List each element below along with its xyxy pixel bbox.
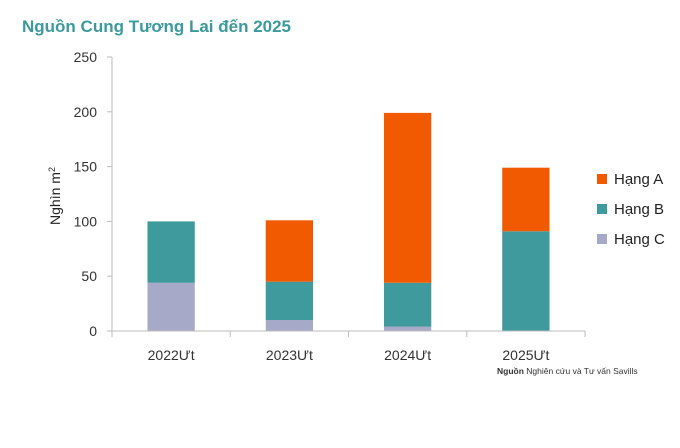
- source-label: Nguồn: [497, 366, 524, 376]
- x-tick-label: 2024Ưt: [384, 347, 431, 363]
- legend: Hạng A Hạng B Hạng C: [597, 171, 665, 248]
- y-tick-label: 100: [74, 213, 98, 229]
- source-text: Nghiên cứu và Tư vấn Savills: [526, 366, 638, 376]
- bar-segment: [383, 326, 432, 331]
- legend-swatch: [597, 174, 607, 184]
- y-tick-label: 250: [74, 49, 98, 65]
- legend-label: Hạng A: [614, 171, 663, 188]
- bars: [147, 112, 550, 331]
- x-tick-label: 2022Ưt: [148, 347, 195, 363]
- bar-segment: [383, 282, 432, 327]
- bar-segment: [147, 221, 195, 283]
- x-axis: 2022Ưt 2023Ưt 2024Ưt 2025Ưt: [111, 330, 586, 363]
- legend-swatch: [597, 234, 607, 244]
- y-axis: 0 50 100 150 200 250: [74, 49, 113, 339]
- chart-title: Nguồn Cung Tương Lai đến 2025: [22, 17, 292, 36]
- bar-segment: [147, 282, 195, 331]
- y-tick-label: 150: [74, 159, 98, 175]
- x-tick-label: 2023Ưt: [266, 347, 313, 363]
- y-axis-label-text: Nghìn m: [47, 172, 63, 225]
- bar-segment: [383, 112, 432, 283]
- legend-swatch: [597, 204, 607, 214]
- y-tick-label: 0: [89, 323, 97, 339]
- source-note: Nguồn Nghiên cứu và Tư vấn Savills: [497, 366, 638, 376]
- bar-segment: [502, 167, 550, 232]
- legend-label: Hạng B: [614, 201, 664, 218]
- legend-label: Hạng C: [614, 231, 665, 248]
- y-tick-label: 50: [81, 268, 97, 284]
- bar-segment: [265, 220, 314, 282]
- y-axis-label: Nghìn m2: [47, 167, 63, 225]
- bar-segment: [265, 281, 314, 321]
- y-tick-label: 200: [74, 104, 98, 120]
- bar-segment: [502, 231, 550, 331]
- y-axis-label-superscript: 2: [47, 167, 57, 172]
- x-tick-label: 2025Ưt: [502, 347, 549, 363]
- bar-segment: [265, 320, 314, 331]
